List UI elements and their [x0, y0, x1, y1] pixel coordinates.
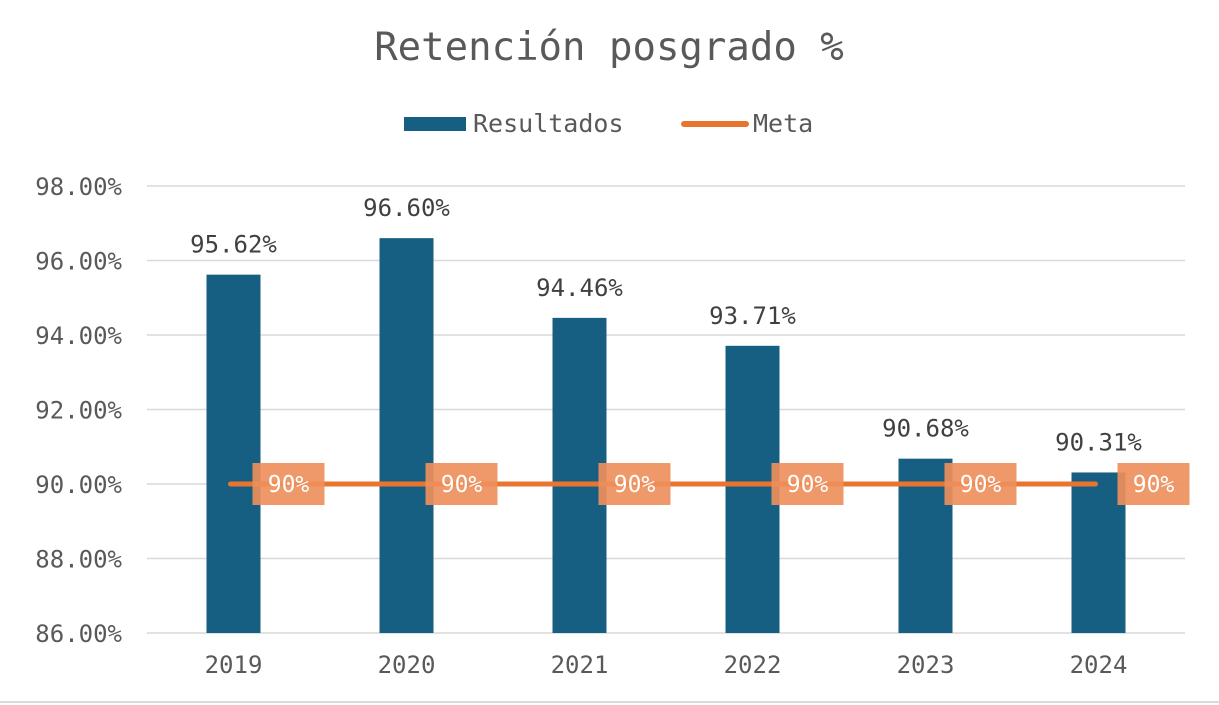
- bar-data-label: 95.62%: [190, 231, 277, 259]
- x-tick-label: 2021: [551, 651, 609, 679]
- y-tick-label: 92.00%: [35, 397, 122, 425]
- y-tick-label: 90.00%: [35, 471, 122, 499]
- meta-data-label: 90%: [787, 472, 829, 498]
- bar: [726, 346, 780, 633]
- meta-data-label: 90%: [441, 472, 483, 498]
- legend-label-meta: Meta: [753, 109, 813, 138]
- y-tick-label: 98.00%: [35, 173, 122, 201]
- bar-data-label: 96.60%: [363, 194, 450, 222]
- chart-title: Retención posgrado %: [374, 25, 844, 70]
- x-tick-label: 2024: [1070, 651, 1128, 679]
- bar: [553, 318, 607, 633]
- y-tick-label: 88.00%: [35, 546, 122, 574]
- x-tick-label: 2019: [205, 651, 263, 679]
- bar: [1072, 472, 1126, 633]
- bar-data-label: 90.31%: [1055, 428, 1142, 456]
- bar: [207, 275, 261, 633]
- meta-data-label: 90%: [960, 472, 1002, 498]
- meta-data-label: 90%: [1133, 472, 1175, 498]
- legend-swatch-resultados: [404, 117, 466, 131]
- x-tick-label: 2022: [724, 651, 782, 679]
- bar-data-label: 90.68%: [882, 415, 969, 443]
- x-tick-label: 2020: [378, 651, 436, 679]
- x-tick-label: 2023: [897, 651, 955, 679]
- bar: [380, 238, 434, 633]
- y-tick-label: 96.00%: [35, 248, 122, 276]
- meta-data-label: 90%: [614, 472, 656, 498]
- bar-data-label: 93.71%: [709, 302, 796, 330]
- bar-data-label: 94.46%: [536, 274, 623, 302]
- legend-label-resultados: Resultados: [473, 109, 624, 138]
- meta-data-label: 90%: [268, 472, 310, 498]
- y-tick-label: 94.00%: [35, 322, 122, 350]
- y-tick-label: 86.00%: [35, 620, 122, 648]
